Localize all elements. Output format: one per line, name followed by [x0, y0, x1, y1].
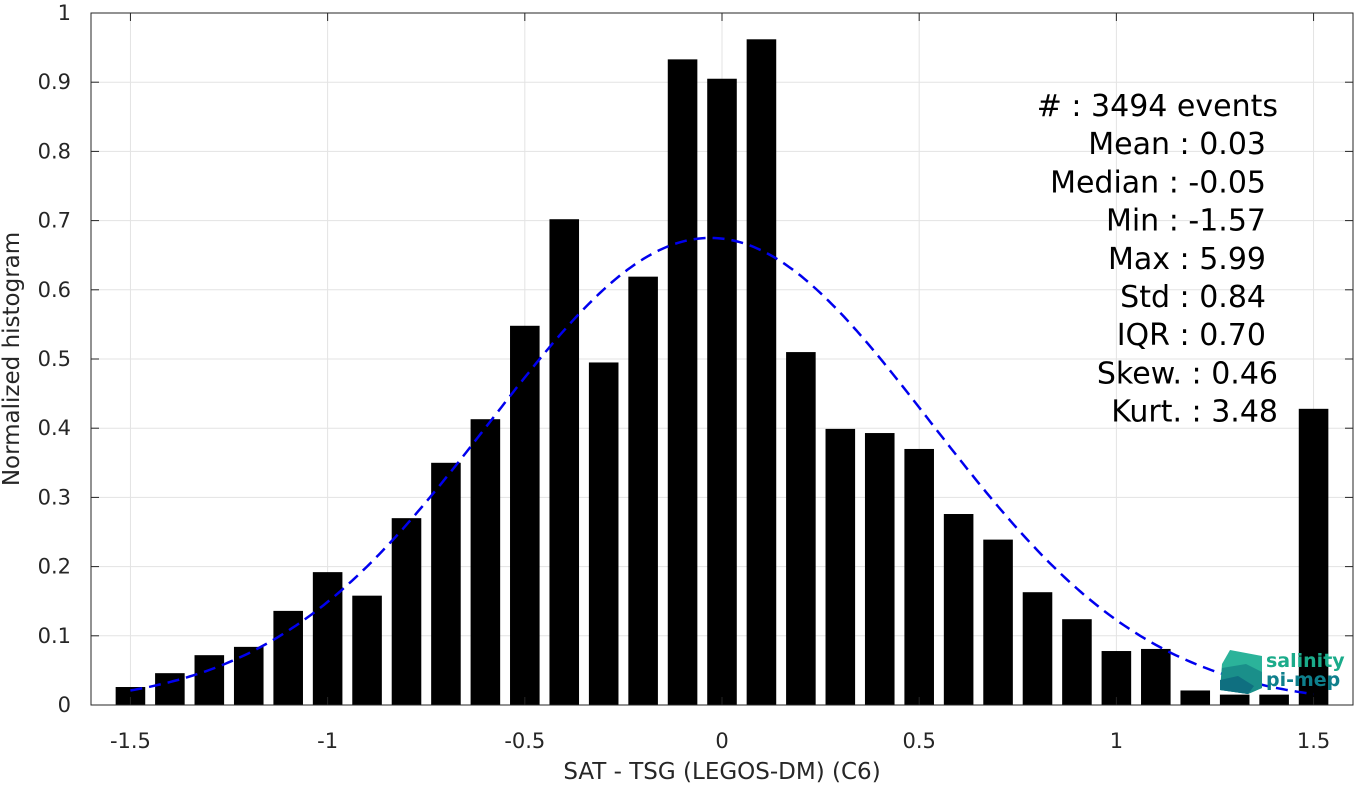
histogram-bar-13 — [628, 276, 658, 705]
histogram-bar-0 — [115, 687, 146, 705]
histogram-bar-19 — [864, 433, 895, 705]
y-tick-label-3: 0.3 — [38, 485, 71, 509]
histogram-bar-17 — [786, 352, 816, 705]
histogram-bar-30 — [1298, 408, 1329, 705]
y-tick-label-1: 0.1 — [38, 624, 71, 648]
stat-min: Min : -1.57 — [1106, 204, 1266, 239]
histogram-bar-12 — [588, 362, 619, 705]
y-tick-label-6: 0.6 — [38, 278, 71, 302]
stat-median: Median : -0.05 — [1050, 165, 1266, 200]
histogram-bar-16 — [746, 39, 777, 705]
y-tick-label-9: 0.9 — [38, 70, 71, 94]
histogram-bar-2 — [194, 655, 225, 705]
histogram-bar-14 — [667, 59, 698, 705]
y-tick-label-8: 0.8 — [38, 139, 71, 163]
stat-iqr: IQR : 0.70 — [1117, 318, 1266, 353]
y-tick-label-7: 0.7 — [38, 209, 71, 233]
stat-skew: Skew. : 0.46 — [1097, 356, 1278, 391]
x-tick-label-0: -1.5 — [110, 729, 151, 753]
gaussian-fit-curve — [130, 236, 1314, 696]
histogram-bar-21 — [943, 514, 974, 705]
histogram-bar-1 — [155, 673, 185, 705]
x-tick-label-4: 0.5 — [902, 729, 935, 753]
logo-mark-icon — [1220, 650, 1262, 694]
histogram-bar-20 — [904, 448, 934, 705]
logo-text-pimep: pi-mep — [1266, 669, 1340, 691]
histogram-bar-10 — [510, 325, 540, 705]
y-axis-ticks: 0 0.1 0.2 0.3 0.4 0.5 0.6 0.7 0.8 0.9 1 — [38, 1, 1353, 717]
x-axis-label: SAT - TSG (LEGOS-DM) (C6) — [563, 759, 880, 785]
histogram-bar-8 — [431, 462, 461, 705]
histogram-bar-27 — [1180, 690, 1211, 705]
histogram-bar-26 — [1141, 648, 1171, 705]
histogram-bar-18 — [825, 428, 856, 705]
histogram-bar-25 — [1101, 651, 1132, 705]
histogram-bar-15 — [707, 78, 737, 706]
stat-count: # : 3494 events — [1037, 89, 1278, 124]
histogram-bar-23 — [1022, 592, 1053, 705]
y-tick-label-0: 0 — [58, 693, 71, 717]
stat-kurt: Kurt. : 3.48 — [1111, 395, 1278, 430]
x-axis-ticks: -1.5 -1 -0.5 0 0.5 1 1.5 — [110, 13, 1330, 753]
histogram-bar-9 — [470, 419, 501, 705]
histogram-bar-3 — [233, 646, 264, 705]
y-tick-label-4: 0.4 — [38, 416, 71, 440]
y-axis-label: Normalized histogram — [0, 232, 25, 486]
x-tick-label-5: 1 — [1110, 729, 1123, 753]
y-tick-label-10: 1 — [58, 1, 71, 25]
gaussian-fit-line — [130, 236, 1314, 696]
x-tick-label-1: -1 — [317, 729, 338, 753]
stat-mean: Mean : 0.03 — [1088, 127, 1266, 162]
histogram-bar-29 — [1259, 694, 1289, 705]
salinity-pimep-logo: salinity pi-mep — [1220, 650, 1345, 694]
histogram-bar-22 — [983, 539, 1013, 705]
x-tick-label-3: 0 — [715, 729, 728, 753]
x-tick-label-2: -0.5 — [504, 729, 545, 753]
stat-max: Max : 5.99 — [1108, 242, 1266, 277]
histogram-bar-6 — [352, 595, 382, 705]
histogram-bar-28 — [1219, 694, 1250, 705]
y-tick-label-5: 0.5 — [38, 347, 71, 371]
logo-text-salinity: salinity — [1266, 650, 1345, 672]
histogram-bar-7 — [391, 518, 422, 705]
stat-std: Std : 0.84 — [1120, 280, 1266, 315]
histogram-bar-4 — [273, 610, 303, 705]
x-tick-label-6: 1.5 — [1297, 729, 1330, 753]
y-tick-label-2: 0.2 — [38, 555, 71, 579]
histogram-bar-11 — [549, 219, 580, 705]
histogram-bar-24 — [1062, 619, 1092, 705]
